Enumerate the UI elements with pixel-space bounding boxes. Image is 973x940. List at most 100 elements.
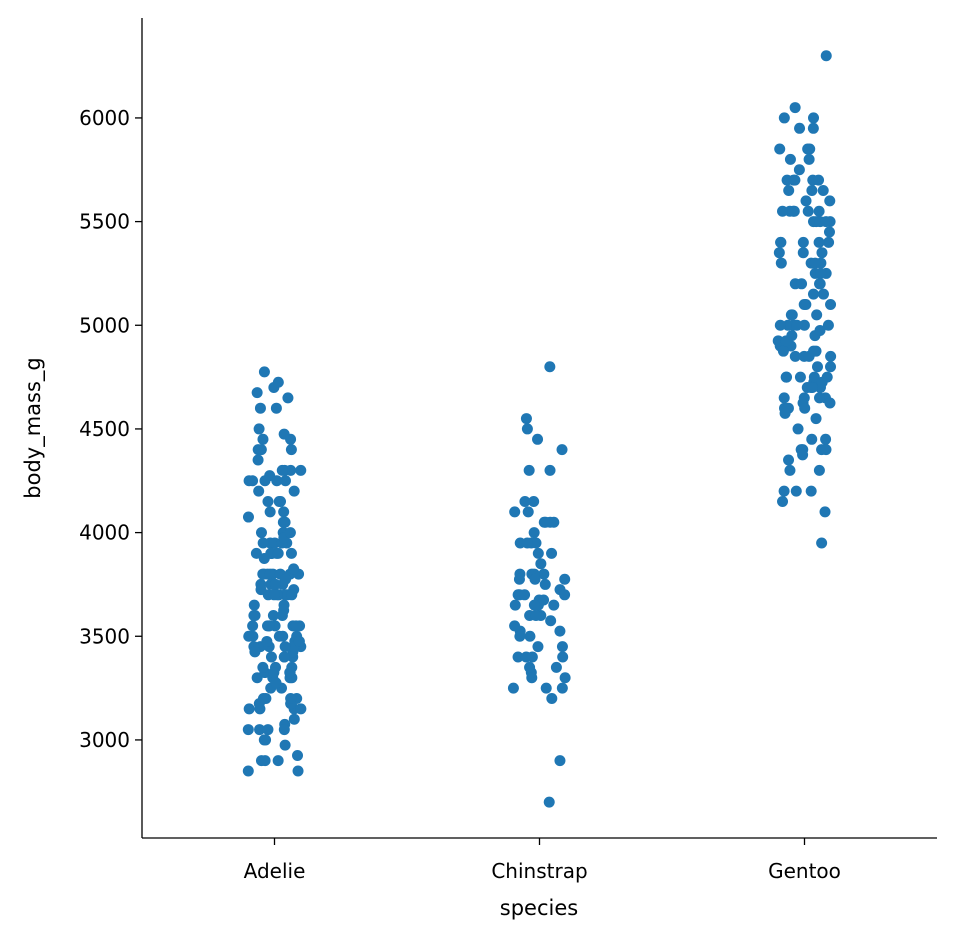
- data-point-gentoo: [814, 392, 826, 404]
- data-point-gentoo: [775, 257, 787, 269]
- data-point-chinstrap: [519, 589, 531, 601]
- data-point-gentoo: [779, 407, 791, 419]
- data-point-gentoo: [774, 319, 786, 331]
- data-point-adelie: [265, 651, 277, 663]
- data-point-gentoo: [787, 205, 799, 217]
- data-point-adelie: [250, 547, 262, 559]
- data-point-chinstrap: [559, 573, 571, 585]
- data-point-adelie: [285, 692, 297, 704]
- data-point-gentoo: [802, 143, 814, 155]
- data-point-chinstrap: [550, 661, 562, 673]
- data-point-chinstrap: [532, 433, 544, 445]
- data-point-adelie: [279, 475, 291, 487]
- data-point-gentoo: [774, 143, 786, 155]
- data-point-adelie: [282, 392, 294, 404]
- data-point-adelie: [259, 475, 271, 487]
- data-point-adelie: [268, 667, 280, 679]
- data-point-chinstrap: [559, 589, 571, 601]
- data-point-gentoo: [824, 397, 836, 409]
- data-point-chinstrap: [545, 615, 557, 627]
- data-point-adelie: [259, 755, 271, 767]
- data-point-chinstrap: [507, 682, 519, 694]
- data-point-adelie: [272, 547, 284, 559]
- data-point-adelie: [277, 516, 289, 528]
- data-point-adelie: [278, 506, 290, 518]
- data-point-adelie: [249, 646, 261, 658]
- data-point-gentoo: [799, 402, 811, 414]
- data-point-adelie: [279, 739, 291, 751]
- data-point-chinstrap: [509, 506, 521, 518]
- data-point-adelie: [260, 734, 272, 746]
- data-point-chinstrap: [556, 641, 568, 653]
- data-point-adelie: [275, 495, 287, 507]
- data-point-adelie: [278, 724, 290, 736]
- data-point-chinstrap: [526, 651, 538, 663]
- data-point-chinstrap: [528, 527, 540, 539]
- data-point-gentoo: [815, 267, 827, 279]
- data-point-chinstrap: [540, 516, 552, 528]
- data-point-gentoo: [782, 319, 794, 331]
- data-point-gentoo: [800, 195, 812, 207]
- data-point-adelie: [295, 703, 307, 715]
- x-axis-label: species: [500, 896, 578, 920]
- data-point-gentoo: [797, 236, 809, 248]
- data-point-gentoo: [825, 299, 837, 311]
- data-point-gentoo: [789, 174, 801, 186]
- data-point-adelie: [284, 527, 296, 539]
- data-point-gentoo: [816, 247, 828, 259]
- y-tick-label: 5500: [79, 210, 130, 234]
- data-point-adelie: [279, 641, 291, 653]
- data-point-adelie: [288, 485, 300, 497]
- data-point-chinstrap: [521, 537, 533, 549]
- data-point-chinstrap: [535, 558, 547, 570]
- data-point-gentoo: [806, 433, 818, 445]
- data-point-adelie: [285, 464, 297, 476]
- data-point-gentoo: [805, 485, 817, 497]
- data-point-chinstrap: [530, 610, 542, 622]
- data-point-chinstrap: [529, 573, 541, 585]
- data-point-gentoo: [813, 205, 825, 217]
- data-point-chinstrap: [532, 547, 544, 559]
- data-point-chinstrap: [554, 755, 566, 767]
- data-point-gentoo: [806, 185, 818, 197]
- data-point-gentoo: [790, 485, 802, 497]
- data-point-gentoo: [783, 185, 795, 197]
- data-point-gentoo: [773, 247, 785, 259]
- data-point-gentoo: [808, 112, 820, 124]
- data-point-adelie: [258, 553, 270, 565]
- data-point-adelie: [292, 765, 304, 777]
- data-point-gentoo: [823, 236, 835, 248]
- data-point-adelie: [278, 651, 290, 663]
- data-point-adelie: [268, 589, 280, 601]
- data-point-gentoo: [814, 278, 826, 290]
- data-point-adelie: [271, 475, 283, 487]
- data-point-gentoo: [816, 537, 828, 549]
- data-point-adelie: [277, 630, 289, 642]
- data-point-adelie: [243, 630, 255, 642]
- data-point-adelie: [247, 475, 259, 487]
- data-point-chinstrap: [554, 625, 566, 637]
- data-point-gentoo: [796, 278, 808, 290]
- data-point-chinstrap: [544, 464, 556, 476]
- y-tick-label: 4000: [79, 521, 130, 545]
- data-point-adelie: [288, 563, 300, 575]
- y-tick-label: 5000: [79, 313, 130, 337]
- data-point-adelie: [284, 667, 296, 679]
- data-point-gentoo: [797, 449, 809, 461]
- data-point-chinstrap: [524, 661, 536, 673]
- data-point-gentoo: [807, 122, 819, 134]
- data-point-gentoo: [820, 433, 832, 445]
- data-point-gentoo: [798, 299, 810, 311]
- data-point-gentoo: [819, 506, 831, 518]
- data-point-gentoo: [794, 371, 806, 383]
- data-point-adelie: [288, 713, 300, 725]
- data-point-adelie: [276, 464, 288, 476]
- data-point-chinstrap: [524, 630, 536, 642]
- data-point-gentoo: [785, 309, 797, 321]
- data-point-gentoo: [813, 464, 825, 476]
- data-point-gentoo: [791, 319, 803, 331]
- data-point-chinstrap: [532, 641, 544, 653]
- data-point-chinstrap: [556, 444, 568, 456]
- data-point-adelie: [276, 610, 288, 622]
- data-point-chinstrap: [509, 620, 521, 632]
